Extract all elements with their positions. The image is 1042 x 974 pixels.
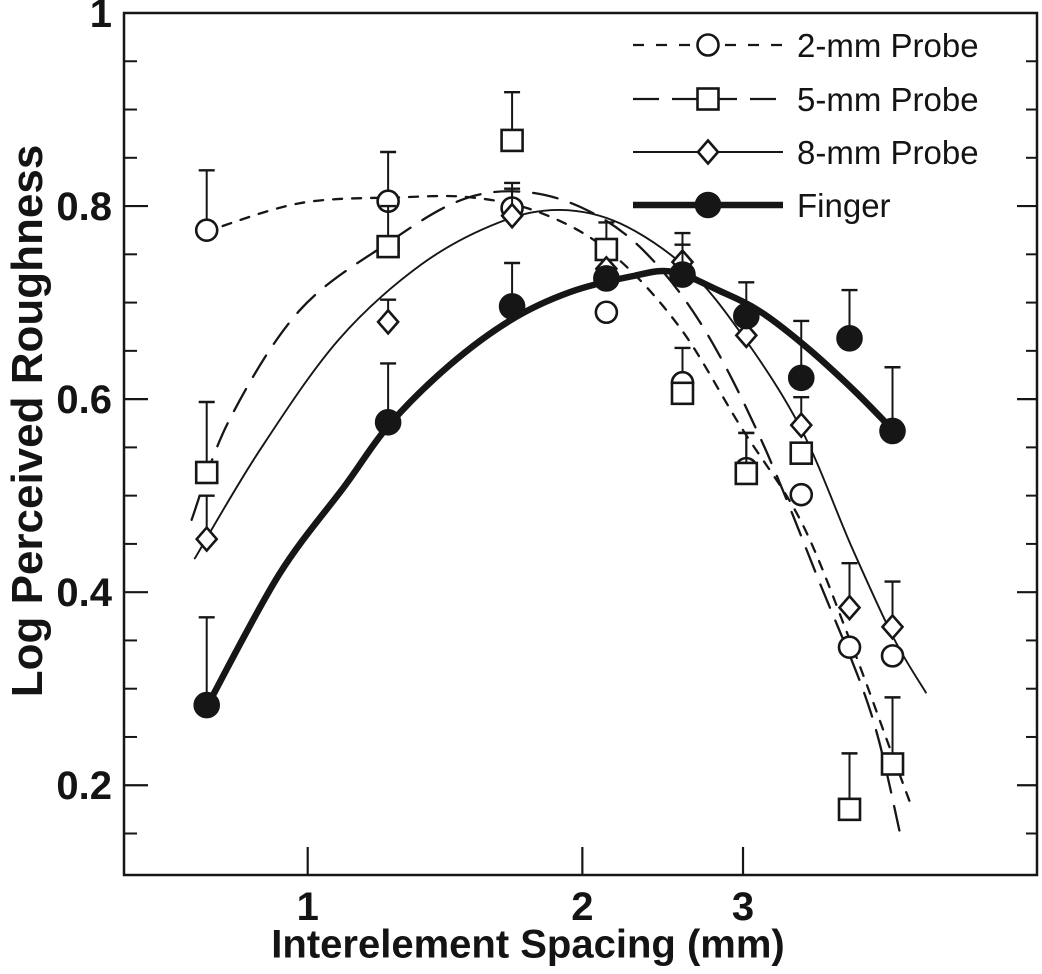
legend-marker-5-mm-probe <box>696 87 720 111</box>
legend-item-8-mm-probe: 8-mm Probe <box>633 134 979 171</box>
x-axis-title: Interelement Spacing (mm) <box>271 922 785 967</box>
marker-2-mm-probe <box>594 300 619 325</box>
legend-marker-2-mm-probe <box>696 33 720 57</box>
plot-border <box>122 11 1039 877</box>
marker-5-mm-probe <box>837 797 862 822</box>
marker-5-mm-probe <box>670 381 695 406</box>
marker-8-mm-probe <box>880 613 905 641</box>
x-tick-label: 2 <box>571 885 593 929</box>
legend-label: 8-mm Probe <box>797 134 979 171</box>
legend-label: Finger <box>797 187 891 224</box>
legend-label: 2-mm Probe <box>797 27 979 64</box>
x-axis: 1 2 3 <box>297 847 754 929</box>
marker-finger <box>593 265 620 292</box>
marker-5-mm-probe <box>500 128 524 153</box>
series-8-mm-probe <box>194 187 905 641</box>
marker-5-mm-probe <box>734 461 759 486</box>
y-axis: 0.2 0.4 0.6 0.8 1 <box>56 0 1037 835</box>
legend-item-5-mm-probe: 5-mm Probe <box>633 81 979 118</box>
y-tick-label: 1 <box>90 0 112 36</box>
legend-marker-finger <box>694 191 722 219</box>
marker-5-mm-probe <box>789 441 814 465</box>
series-finger <box>193 243 906 719</box>
fit-curve-finger <box>204 267 898 709</box>
marker-finger <box>374 408 402 436</box>
marker-finger <box>787 364 815 392</box>
marker-8-mm-probe <box>734 321 759 349</box>
marker-8-mm-probe <box>500 202 524 230</box>
legend-item-finger: Finger <box>633 187 891 224</box>
x-tick-label: 3 <box>732 885 754 929</box>
y-tick-label: 0.8 <box>56 185 112 229</box>
y-tick-label: 0.6 <box>56 378 112 422</box>
series-5-mm-probe <box>194 90 905 822</box>
marker-5-mm-probe <box>194 460 219 485</box>
y-axis-title: Log Perceived Roughness <box>3 144 52 698</box>
y-tick-label: 0.2 <box>56 764 112 808</box>
marker-5-mm-probe <box>376 234 400 259</box>
marker-finger <box>669 261 696 288</box>
fit-curve-5-mm-probe <box>190 190 902 835</box>
x-tick-label: 1 <box>297 885 319 929</box>
marker-2-mm-probe <box>837 635 862 659</box>
marker-finger <box>836 325 863 352</box>
fit-curve-8-mm-probe <box>193 208 927 694</box>
marker-2-mm-probe <box>880 644 905 668</box>
marker-8-mm-probe <box>789 411 813 439</box>
marker-finger <box>879 417 906 445</box>
series-2-mm-probe <box>194 150 905 668</box>
legend: 2-mm Probe 5-mm Probe 8-mm Probe Finger <box>633 27 979 224</box>
legend-label: 5-mm Probe <box>797 81 979 118</box>
y-tick-label: 0.4 <box>56 571 112 615</box>
marker-5-mm-probe <box>880 752 905 776</box>
marker-8-mm-probe <box>837 594 862 622</box>
marker-finger <box>193 691 221 719</box>
marker-2-mm-probe <box>194 218 219 242</box>
legend-item-2-mm-probe: 2-mm Probe <box>633 27 979 64</box>
marker-finger <box>498 293 526 320</box>
marker-finger <box>733 302 760 330</box>
legend-marker-8-mm-probe <box>696 138 720 166</box>
marker-8-mm-probe <box>194 525 219 553</box>
marker-2-mm-probe <box>789 482 814 507</box>
marker-8-mm-probe <box>376 308 400 336</box>
